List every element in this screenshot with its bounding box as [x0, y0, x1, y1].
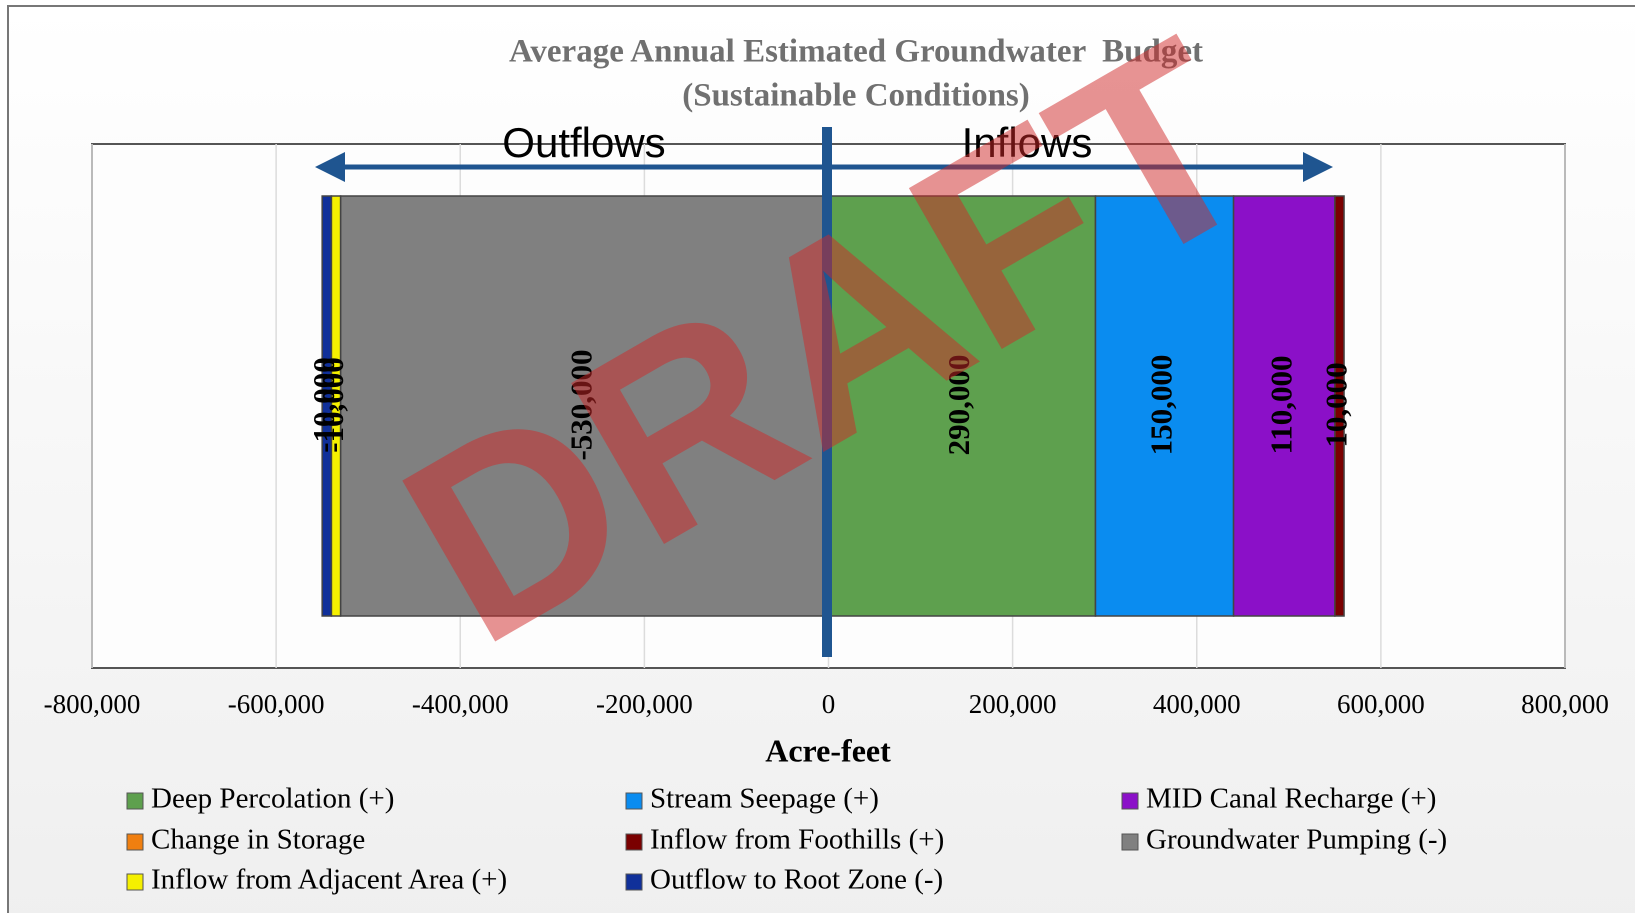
chart-title: Average Annual Estimated Groundwater Bud…: [509, 34, 1203, 70]
bar: [1334, 195, 1345, 617]
value-label: -10,000: [315, 357, 350, 453]
x-tick-label: 600,000: [1337, 689, 1425, 719]
value-label: 290,000: [941, 355, 976, 456]
overlay: Outflows Inflows: [315, 119, 1333, 657]
value-label: -10,000: [306, 357, 341, 453]
value-label: 150,000: [1144, 355, 1179, 456]
value-label: 10,000: [1319, 362, 1354, 447]
bar: [827, 195, 1097, 617]
legend: Deep Percolation (+) Stream Seepage (+) MI…: [126, 783, 1447, 896]
legend-label: Outflow to Root Zone (-): [650, 864, 943, 896]
legend-label: MID Canal Recharge (+): [1146, 783, 1436, 815]
legend-label: Change in Storage: [151, 824, 365, 856]
x-tick-label: -600,000: [228, 689, 325, 719]
bar: [321, 195, 333, 617]
x-tick-label: 400,000: [1153, 689, 1241, 719]
bars: [321, 195, 1345, 617]
x-tick-label: 800,000: [1521, 689, 1609, 719]
legend-label: Stream Seepage (+): [650, 783, 879, 815]
annotation: Inflows: [962, 119, 1093, 166]
legend-label: Groundwater Pumping (-): [1146, 824, 1447, 856]
x-tick-label: -800,000: [44, 689, 141, 719]
legend-label: Inflow from Foothills (+): [650, 824, 944, 856]
legend-label: Inflow from Adjacent Area (+): [151, 864, 507, 896]
value-label: 110,000: [1263, 355, 1298, 454]
legend-swatch: [1121, 833, 1139, 851]
legend-swatch: [126, 792, 144, 810]
x-tick-label: 0: [822, 689, 836, 719]
bar: [1094, 195, 1235, 617]
x-axis-title: Acre-feet: [765, 732, 891, 768]
value-label: -530,000: [564, 349, 599, 460]
chart-subtitle: (Sustainable Conditions): [682, 78, 1030, 114]
value-labels: 290,000 150,000 110,000 10,000 -530,000 -10,0…: [306, 349, 1354, 460]
bar: [1232, 195, 1336, 617]
legend-swatch: [625, 792, 643, 810]
legend-swatch: [126, 873, 144, 891]
legend-swatch: [625, 873, 643, 891]
x-tick-label: -200,000: [596, 689, 693, 719]
legend-swatch: [126, 833, 144, 851]
x-tick-label: 200,000: [969, 689, 1057, 719]
bar: [339, 195, 830, 617]
legend-swatch: [1121, 792, 1139, 810]
legend-label: Deep Percolation (+): [151, 783, 394, 815]
x-tick-label: -400,000: [412, 689, 509, 719]
legend-swatch: [625, 833, 643, 851]
annotation: Outflows: [502, 119, 665, 166]
